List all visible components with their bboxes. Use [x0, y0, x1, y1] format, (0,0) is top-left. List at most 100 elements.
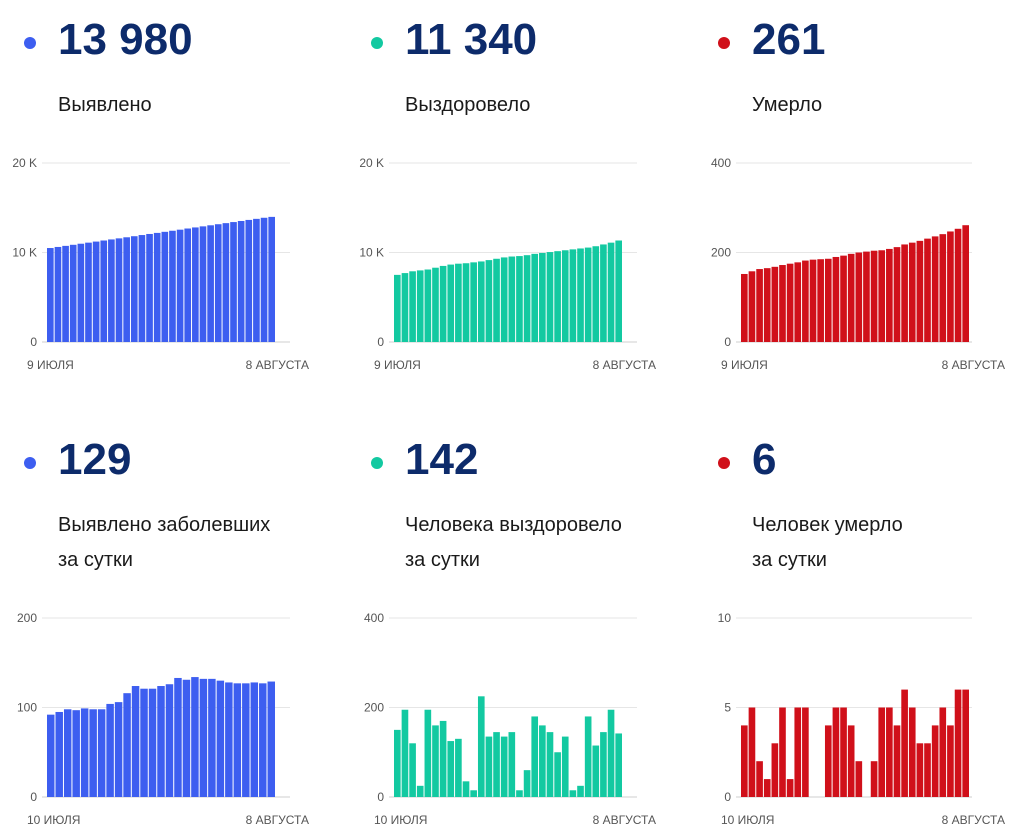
bar: [108, 239, 115, 342]
bar: [577, 785, 584, 797]
bar: [546, 252, 554, 342]
bar: [161, 231, 169, 342]
deaths-total: 261: [752, 15, 826, 64]
bar: [55, 711, 63, 797]
x-start-label: 10 ИЮЛЯ: [374, 813, 427, 827]
bar: [63, 709, 72, 797]
bar: [146, 233, 153, 342]
bar: [771, 743, 779, 797]
bar: [786, 263, 794, 342]
bar: [748, 271, 756, 342]
bar: [72, 710, 80, 797]
detected-daily-value: 129: [58, 435, 132, 484]
x-start-label: 9 ИЮЛЯ: [27, 358, 74, 372]
bar: [569, 790, 577, 797]
y-tick-label: 400: [711, 156, 731, 170]
panel-recovered-daily: 142 Человека выздоровело за сутки 0 200 40…: [347, 420, 677, 830]
bar: [100, 240, 108, 342]
bar: [931, 725, 939, 797]
bar: [531, 716, 539, 797]
detected-caption-line1: Выявлено: [58, 94, 152, 116]
bar: [455, 738, 462, 797]
bar: [106, 703, 114, 797]
y-tick-label: 10 K: [359, 246, 384, 260]
deaths-daily-caption-line1: Человек умерло: [752, 514, 903, 536]
recovered-caption: Выздоровело: [405, 88, 685, 123]
bar: [260, 217, 268, 342]
bar: [516, 256, 523, 342]
bar: [824, 725, 832, 797]
panel-deaths-daily: 6 Человек умерло за сутки 0 5 10 10 ИЮЛЯ 8 А…: [694, 420, 1018, 830]
bar: [824, 258, 832, 342]
bar: [931, 236, 939, 342]
bar: [523, 770, 531, 797]
bar: [771, 266, 779, 342]
bar: [855, 761, 863, 797]
bar: [140, 688, 148, 797]
bar: [908, 707, 916, 797]
bar: [259, 683, 267, 797]
bar: [847, 253, 855, 342]
detected-caption: Выявлено: [58, 88, 338, 123]
bar: [432, 267, 439, 342]
recovered-daily-caption-line1: Человека выздоровело: [405, 514, 622, 536]
bar: [54, 246, 62, 342]
y-tick-label: 0: [377, 335, 384, 349]
bar: [477, 696, 485, 797]
deaths-caption: Умерло: [752, 88, 1018, 123]
deaths-color-dot: [718, 37, 730, 49]
bar: [756, 269, 763, 342]
bar: [554, 752, 561, 797]
bar: [539, 725, 546, 797]
x-end-label: 8 АВГУСТА: [593, 358, 656, 372]
bar: [447, 741, 455, 797]
deaths-daily-color-dot: [718, 457, 730, 469]
bar: [192, 227, 199, 342]
recovered-daily-value: 142: [405, 435, 479, 484]
x-start-label: 10 ИЮЛЯ: [27, 813, 80, 827]
bar: [191, 677, 199, 797]
bar: [225, 682, 233, 797]
bar: [470, 262, 477, 342]
y-tick-label: 0: [30, 790, 37, 804]
deaths-daily-chart: 0 5 10 10 ИЮЛЯ 8 АВГУСТА: [718, 611, 1005, 827]
bar: [462, 781, 470, 797]
bar: [756, 761, 763, 797]
bar: [615, 733, 622, 797]
bar: [439, 720, 447, 797]
bar: [500, 736, 508, 797]
bar: [394, 729, 401, 797]
bar: [115, 238, 123, 342]
bar: [97, 709, 106, 797]
bar: [123, 693, 131, 797]
bar: [230, 222, 237, 342]
detected-cumulative-chart: 0 10 K 20 K 9 ИЮЛЯ 8 АВГУСТА: [12, 156, 309, 372]
panel-detected-daily: 129 Выявлено заболевших за сутки 0 100 200…: [0, 420, 330, 830]
bar: [432, 725, 439, 797]
y-tick-label: 10 K: [12, 246, 37, 260]
bar: [878, 707, 886, 797]
bar: [268, 216, 275, 342]
bar: [409, 271, 416, 342]
bar: [500, 257, 508, 342]
detected-daily-caption-line1: Выявлено заболевших: [58, 514, 271, 536]
bar: [214, 224, 222, 342]
bar: [577, 248, 584, 342]
bar: [508, 256, 516, 342]
bar: [592, 745, 600, 797]
bar: [250, 682, 259, 797]
bar: [954, 228, 962, 342]
bar: [741, 273, 748, 342]
bar: [516, 790, 523, 797]
bar: [47, 714, 55, 797]
bar: [89, 709, 97, 797]
y-tick-label: 0: [30, 335, 37, 349]
bar: [786, 779, 794, 797]
bar: [222, 223, 230, 342]
bar: [493, 732, 500, 797]
bar: [561, 250, 569, 342]
bar: [253, 218, 260, 342]
bar: [85, 242, 92, 342]
bar: [748, 707, 756, 797]
bar: [886, 248, 893, 342]
